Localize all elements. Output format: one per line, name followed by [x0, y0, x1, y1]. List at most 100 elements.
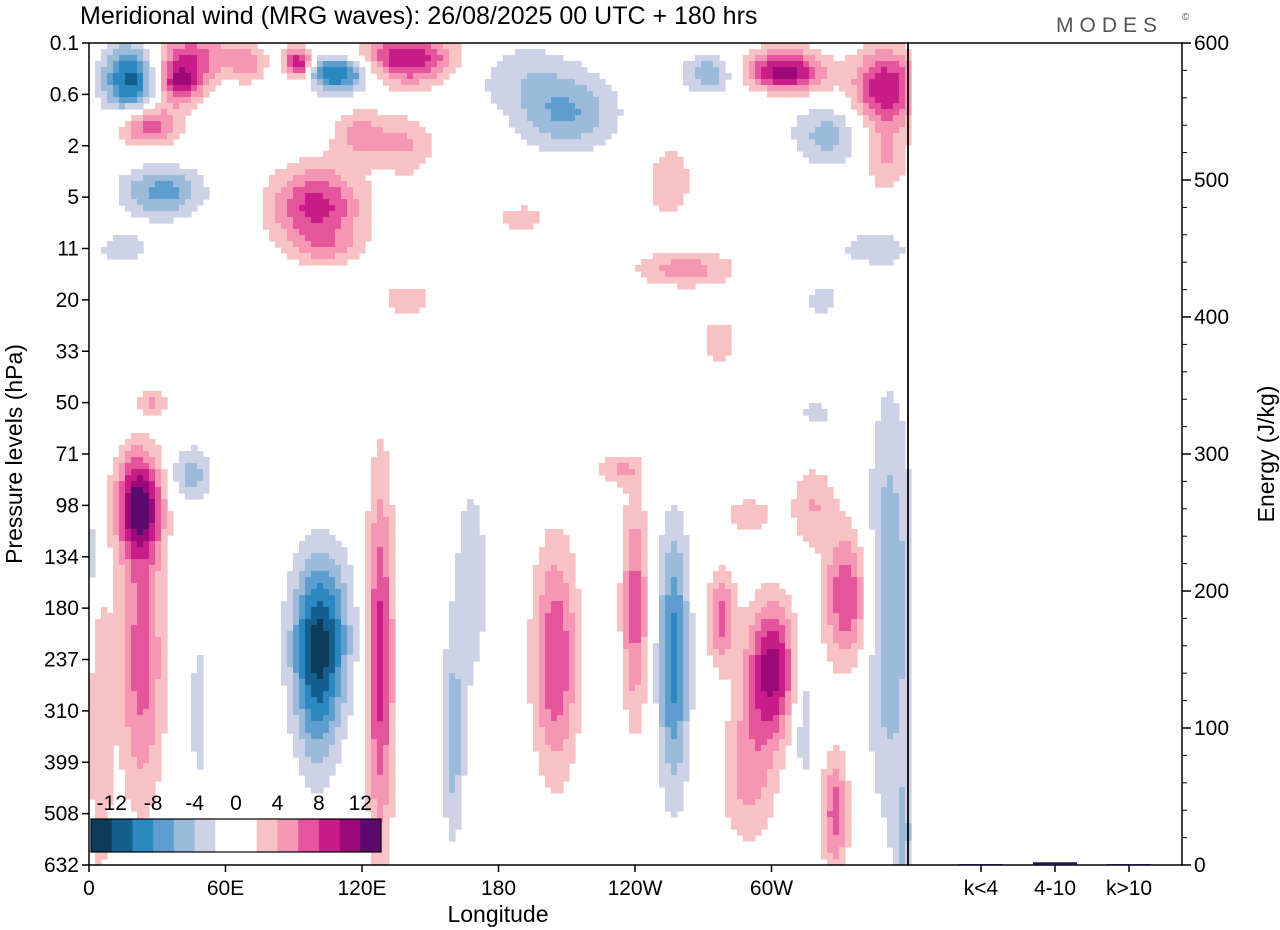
- contour-cell: [893, 625, 900, 632]
- contour-cell: [389, 643, 396, 650]
- contour-cell: [407, 289, 414, 296]
- contour-cell: [881, 67, 888, 74]
- contour-cell: [185, 109, 192, 116]
- contour-cell: [365, 631, 372, 638]
- contour-cell: [563, 685, 570, 692]
- contour-cell: [893, 247, 900, 254]
- contour-cell: [149, 439, 156, 446]
- contour-cell: [881, 403, 888, 410]
- contour-cell: [317, 175, 324, 182]
- contour-cell: [329, 223, 336, 230]
- contour-cell: [203, 55, 210, 62]
- contour-cell: [167, 67, 174, 74]
- contour-cell: [365, 139, 372, 146]
- contour-cell: [329, 247, 336, 254]
- contour-cell: [557, 133, 564, 140]
- contour-cell: [791, 91, 798, 98]
- contour-cell: [311, 559, 318, 566]
- contour-cell: [335, 685, 342, 692]
- contour-cell: [611, 97, 618, 104]
- contour-cell: [845, 643, 852, 650]
- contour-cell: [575, 61, 582, 68]
- contour-cell: [635, 673, 642, 680]
- contour-cell: [203, 73, 210, 80]
- contour-cell: [383, 481, 390, 488]
- contour-cell: [629, 595, 636, 602]
- contour-cell: [521, 115, 528, 122]
- contour-cell: [833, 625, 840, 632]
- contour-cell: [899, 43, 906, 50]
- contour-cell: [461, 655, 468, 662]
- contour-cell: [701, 85, 708, 92]
- contour-cell: [635, 595, 642, 602]
- contour-cell: [569, 619, 576, 626]
- contour-cell: [311, 631, 318, 638]
- contour-cell: [365, 55, 372, 62]
- contour-cell: [305, 223, 312, 230]
- contour-cell: [131, 559, 138, 566]
- contour-cell: [827, 301, 834, 308]
- contour-cell: [383, 493, 390, 500]
- contour-cell: [785, 643, 792, 650]
- contour-cell: [563, 97, 570, 104]
- contour-cell: [89, 553, 96, 560]
- contour-cell: [101, 61, 108, 68]
- contour-cell: [815, 547, 822, 554]
- contour-cell: [347, 589, 354, 596]
- contour-cell: [815, 133, 822, 140]
- contour-cell: [413, 301, 420, 308]
- contour-cell: [743, 643, 750, 650]
- contour-cell: [191, 79, 198, 86]
- contour-cell: [311, 643, 318, 650]
- contour-cell: [101, 643, 108, 650]
- contour-cell: [311, 571, 318, 578]
- contour-cell: [899, 607, 906, 614]
- contour-cell: [383, 511, 390, 518]
- contour-cell: [131, 565, 138, 572]
- contour-cell: [509, 91, 516, 98]
- contour-cell: [761, 703, 768, 710]
- contour-cell: [725, 571, 732, 578]
- contour-cell: [713, 73, 720, 80]
- contour-cell: [545, 133, 552, 140]
- contour-cell: [887, 679, 894, 686]
- contour-cell: [827, 295, 834, 302]
- contour-cell: [455, 637, 462, 644]
- contour-cell: [281, 241, 288, 248]
- contour-cell: [461, 667, 468, 674]
- contour-cell: [143, 511, 150, 518]
- contour-cell: [449, 649, 456, 656]
- contour-cell: [455, 667, 462, 674]
- contour-cell: [713, 577, 720, 584]
- contour-cell: [125, 637, 132, 644]
- contour-cell: [737, 631, 744, 638]
- contour-cell: [677, 163, 684, 170]
- contour-cell: [119, 97, 126, 104]
- contour-cell: [623, 655, 630, 662]
- contour-cell: [413, 49, 420, 56]
- contour-cell: [149, 565, 156, 572]
- contour-cell: [563, 541, 570, 548]
- contour-cell: [251, 49, 258, 56]
- contour-cell: [713, 277, 720, 284]
- contour-cell: [317, 709, 324, 716]
- contour-cell: [857, 67, 864, 74]
- contour-cell: [539, 91, 546, 98]
- contour-cell: [293, 229, 300, 236]
- contour-cell: [107, 511, 114, 518]
- contour-cell: [137, 397, 144, 404]
- contour-cell: [875, 121, 882, 128]
- contour-cell: [623, 619, 630, 626]
- contour-cell: [113, 649, 120, 656]
- contour-cell: [113, 241, 120, 248]
- contour-cell: [647, 259, 654, 266]
- contour-cell: [635, 481, 642, 488]
- contour-cell: [899, 451, 906, 458]
- contour-cell: [899, 493, 906, 500]
- contour-cell: [311, 661, 318, 668]
- contour-cell: [893, 475, 900, 482]
- contour-cell: [779, 79, 786, 86]
- contour-cell: [893, 499, 900, 506]
- contour-cell: [887, 595, 894, 602]
- contour-cell: [119, 541, 126, 548]
